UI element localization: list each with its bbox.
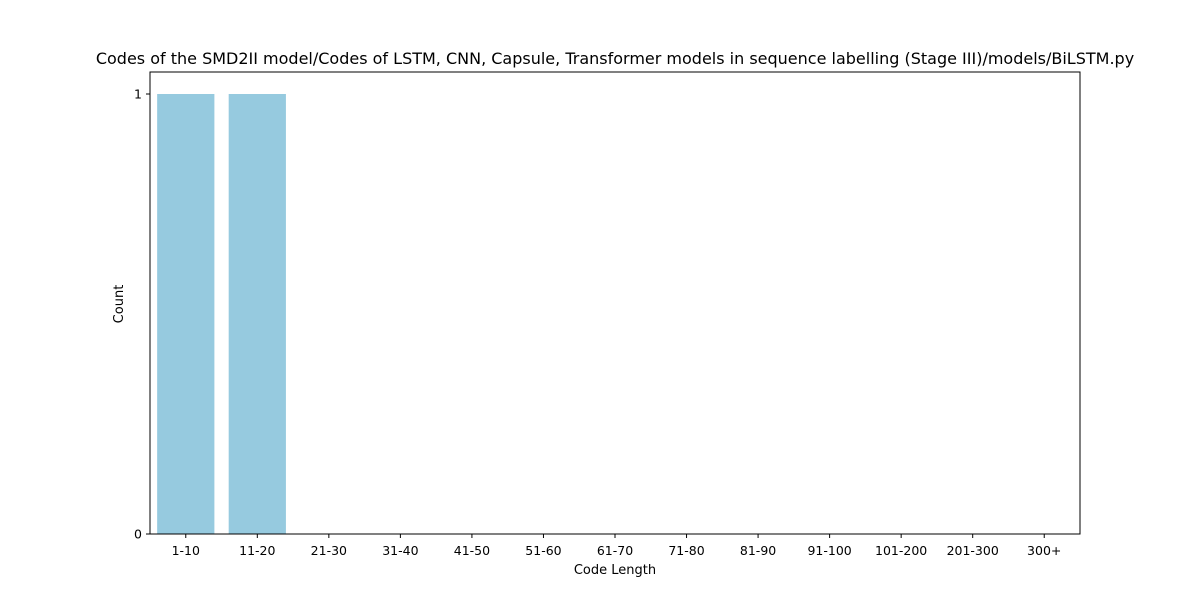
x-tick-label: 31-40 <box>382 543 418 558</box>
bar-1-10 <box>157 94 215 534</box>
y-axis-ticks: 01 <box>134 87 150 542</box>
x-tick-label: 61-70 <box>597 543 633 558</box>
bars-layer <box>157 94 286 534</box>
x-tick-label: 201-300 <box>947 543 999 558</box>
x-tick-label: 300+ <box>1027 543 1061 558</box>
x-tick-label: 51-60 <box>525 543 561 558</box>
x-axis-label: Code Length <box>574 563 656 578</box>
chart-title: Codes of the SMD2II model/Codes of LSTM,… <box>96 49 1134 68</box>
x-tick-label: 91-100 <box>807 543 851 558</box>
x-tick-label: 101-200 <box>875 543 927 558</box>
x-axis-ticks: 1-10 11-20 21-30 31-40 41-50 51-60 61-70 71-80 8… <box>172 534 1061 558</box>
x-tick-label: 71-80 <box>668 543 704 558</box>
x-tick-label: 41-50 <box>454 543 490 558</box>
x-tick-label: 81-90 <box>740 543 776 558</box>
x-tick-label: 11-20 <box>239 543 275 558</box>
y-tick-label: 1 <box>134 87 142 102</box>
y-tick-label: 0 <box>134 527 142 542</box>
y-axis-label: Count <box>112 285 127 324</box>
x-tick-label: 1-10 <box>172 543 200 558</box>
x-tick-label: 21-30 <box>311 543 347 558</box>
bar-11-20 <box>228 94 286 534</box>
plot-frame <box>149 71 1081 535</box>
